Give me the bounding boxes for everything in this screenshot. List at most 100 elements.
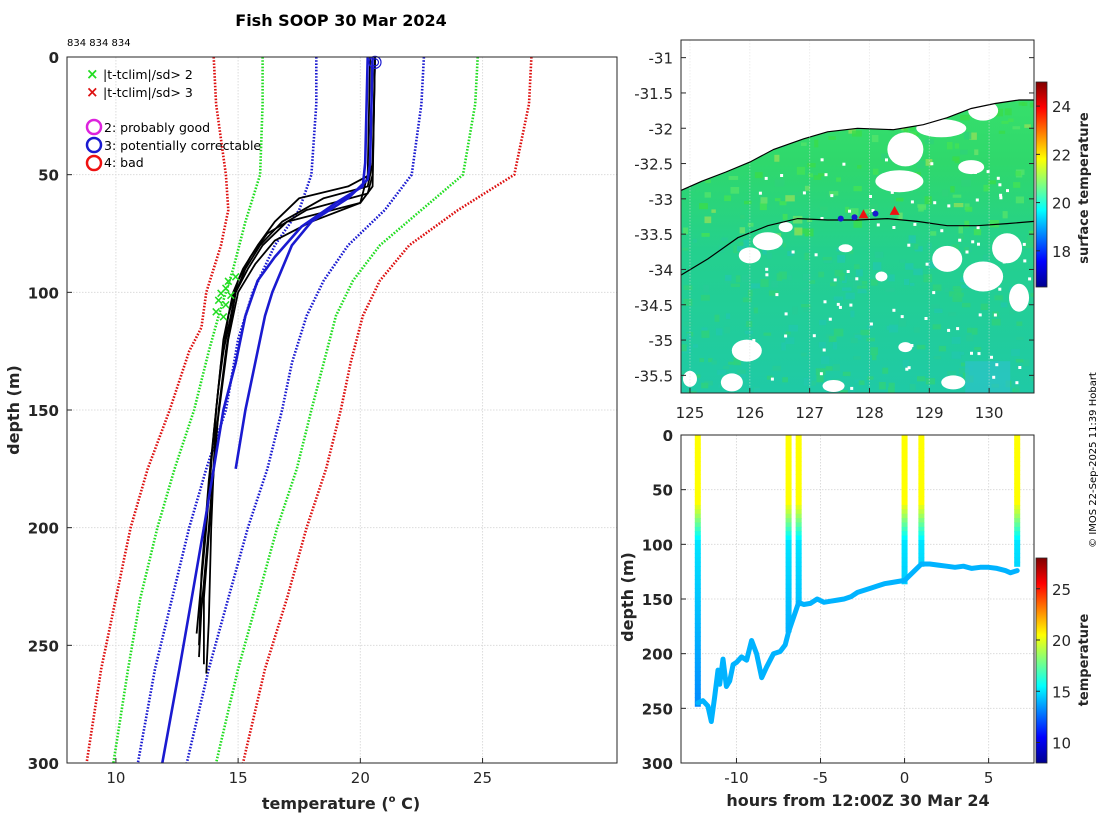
- map-field-patch: [686, 333, 692, 340]
- map-field-patch: [904, 279, 910, 286]
- map-field-patch: [872, 262, 882, 271]
- cast-depth-segment: [795, 588, 802, 594]
- cloud-gap-pixel: [822, 348, 826, 352]
- cast-depth-segment: [785, 456, 792, 462]
- cloud-gap-pixel: [909, 174, 912, 178]
- cloud-gap-pixel: [947, 204, 951, 208]
- cast-depth-segment: [785, 513, 792, 519]
- map-field-patch: [845, 292, 855, 300]
- cast-depth-segment: [694, 693, 701, 698]
- cloud-gap-pixel: [890, 190, 894, 194]
- cast-depth-segment: [901, 561, 908, 567]
- map-field-patch: [913, 268, 923, 276]
- map-field-patch: [782, 213, 788, 220]
- cloud-gap-pixel: [976, 226, 980, 230]
- cast-depth-segment: [795, 452, 802, 458]
- profile-x-tick-label: 15: [229, 769, 248, 787]
- cloud-gap: [898, 342, 913, 353]
- timeseries-y-label: depth (m): [618, 552, 637, 642]
- cloud-gap-pixel: [996, 176, 1000, 180]
- cast-depth-segment: [795, 478, 802, 484]
- map-field-patch: [916, 344, 926, 350]
- cloud-gap: [720, 373, 743, 392]
- map-field-patch: [960, 149, 968, 155]
- cast-depth-segment: [1014, 496, 1021, 502]
- cast-depth-segment: [694, 614, 701, 620]
- cast-depth-segment: [1014, 448, 1021, 454]
- timeseries-y-tick-label: 300: [642, 755, 673, 773]
- cast-depth-segment: [694, 553, 701, 559]
- cast-depth-segment: [694, 662, 701, 668]
- map-field-patch: [829, 191, 839, 196]
- map-field-patch: [853, 220, 862, 228]
- map-cool-patch: [965, 361, 1011, 393]
- map-field-patch: [944, 287, 949, 293]
- map-field-patch: [818, 173, 828, 177]
- outlier-x-marker: ×: [213, 293, 224, 308]
- timeseries-y-tick-label: 50: [652, 482, 673, 500]
- cast-depth-segment: [918, 544, 925, 550]
- cast-depth-segment: [785, 588, 792, 594]
- map-field-patch: [682, 247, 689, 251]
- map-colorbar-tick-label: 18: [1052, 243, 1071, 261]
- map-field-patch: [822, 257, 833, 261]
- profile-x-tick-label: 20: [351, 769, 370, 787]
- cast-depth-segment: [694, 518, 701, 524]
- cloud-gap-pixel: [995, 363, 999, 367]
- map-field-patch: [823, 257, 833, 264]
- cloud-gap: [875, 271, 888, 282]
- cast-depth-segment: [795, 509, 802, 515]
- cast-depth-segment: [918, 435, 925, 440]
- cast-depth-segment: [785, 491, 792, 497]
- cast-depth-segment: [1014, 518, 1021, 524]
- cloud-gap-pixel: [751, 258, 755, 262]
- cast-depth-segment: [694, 548, 701, 554]
- cast-depth-segment: [795, 553, 802, 559]
- timeseries-gridlines: [681, 434, 1034, 764]
- map-field-patch: [1024, 240, 1034, 248]
- map-field-patch: [779, 201, 787, 206]
- cast-depth-segment: [795, 531, 802, 537]
- map-field-patch: [882, 367, 889, 374]
- cast-depth-segment: [694, 557, 701, 563]
- cast-depth-segment: [785, 605, 792, 611]
- map-field-patch: [705, 179, 711, 183]
- map-field-patch: [785, 331, 791, 335]
- map-field-patch: [842, 287, 852, 291]
- map-field-patch: [802, 306, 812, 313]
- map-colorbar-tick-label: 20: [1052, 195, 1071, 213]
- cast-depth-segment: [785, 531, 792, 537]
- cloud-gap-pixel: [819, 372, 823, 376]
- map-field-patch: [763, 332, 772, 336]
- cast-depth-segment: [785, 465, 792, 471]
- map-field-patch: [960, 277, 966, 283]
- cast-depth-segment: [795, 596, 802, 602]
- cast-depth-segment: [785, 522, 792, 528]
- map-field-patch: [960, 284, 971, 289]
- cast-depth-segment: [795, 526, 802, 532]
- cloud-gap: [992, 233, 1023, 264]
- cloud-gap: [731, 339, 762, 362]
- map-field-patch: [946, 142, 953, 150]
- profile-gridlines: [67, 56, 617, 764]
- cast-depth-segment: [1014, 469, 1021, 475]
- map-x-tick-label: 127: [795, 404, 824, 422]
- map-field-patch: [960, 114, 970, 121]
- map-field-patch: [899, 259, 906, 263]
- cloud-gap-pixel: [965, 250, 969, 254]
- profile-x-tick-label: 10: [106, 769, 125, 787]
- timeseries-colorbar: [1035, 557, 1048, 764]
- cloud-gaps: [682, 100, 1032, 392]
- cast-depth-segment: [901, 456, 908, 462]
- map-field-patch: [1012, 126, 1021, 130]
- map-field-patch: [701, 330, 710, 338]
- cloud-gap-pixel: [833, 278, 837, 282]
- cast-depth-segment: [694, 443, 701, 449]
- cast-depth-segment: [795, 500, 802, 506]
- map-field-patch: [983, 184, 990, 192]
- map-field-patch: [788, 324, 798, 332]
- map-y-tick-label: -33: [649, 191, 674, 209]
- map-field-patch: [785, 195, 795, 202]
- timeseries-colorbar-tick-label: 25: [1052, 581, 1071, 599]
- map-field-patch: [952, 294, 963, 302]
